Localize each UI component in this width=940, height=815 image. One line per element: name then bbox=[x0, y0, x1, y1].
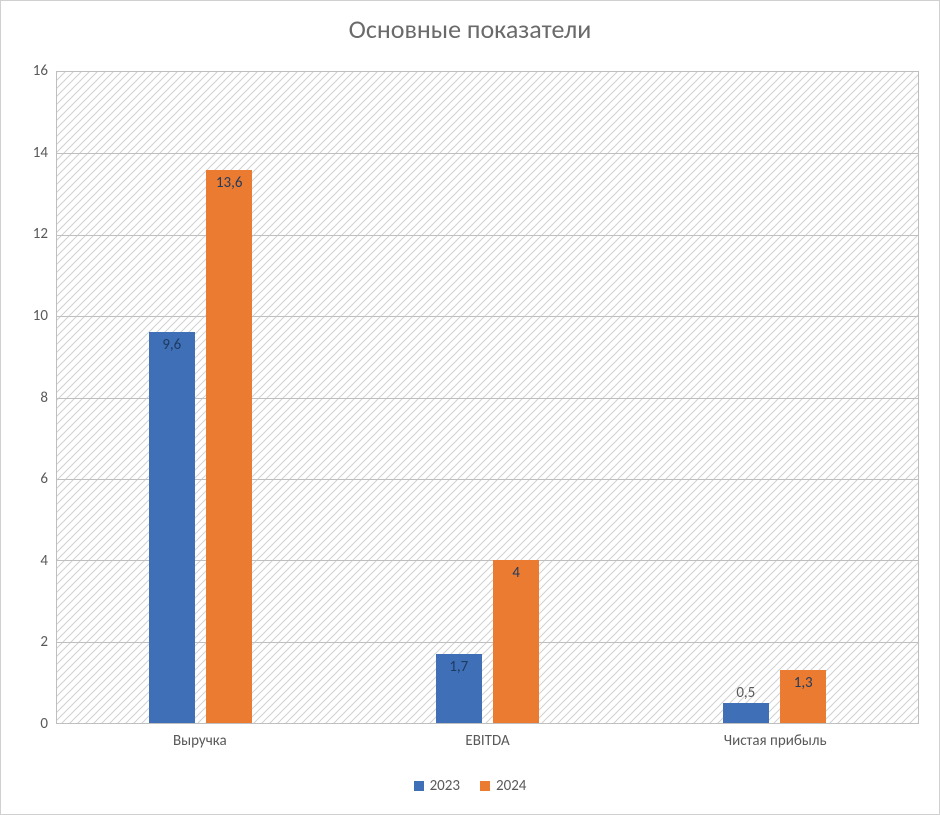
bar-value-label: 0,5 bbox=[736, 684, 755, 702]
bar-value-label: 4 bbox=[512, 564, 520, 582]
bar bbox=[149, 332, 195, 723]
y-axis-tick-label: 2 bbox=[40, 633, 56, 651]
legend: 2023 2024 bbox=[1, 777, 939, 796]
legend-swatch bbox=[480, 781, 490, 791]
gridline bbox=[57, 235, 918, 236]
bar bbox=[723, 703, 769, 723]
legend-item: 2024 bbox=[480, 777, 526, 795]
gridline bbox=[57, 153, 918, 154]
legend-swatch bbox=[414, 781, 424, 791]
bar bbox=[493, 560, 539, 723]
chart-title: Основные показатели bbox=[1, 13, 939, 45]
legend-item: 2023 bbox=[414, 777, 460, 795]
chart-container: Основные показатели 9,6 13,6 1,7 4 0,5 1,3 0 2… bbox=[0, 0, 940, 815]
bar-value-label: 1,3 bbox=[794, 674, 813, 692]
legend-label: 2024 bbox=[496, 777, 526, 795]
y-axis-tick-label: 8 bbox=[40, 389, 56, 407]
x-axis-tick-label: EBITDA bbox=[465, 724, 509, 750]
y-axis-tick-label: 14 bbox=[33, 144, 56, 162]
y-axis-tick-label: 16 bbox=[33, 62, 56, 80]
y-axis-tick-label: 4 bbox=[40, 552, 56, 570]
bar-value-label: 1,7 bbox=[449, 658, 468, 676]
x-axis-tick-label: Выручка bbox=[173, 724, 227, 750]
legend-label: 2023 bbox=[430, 777, 460, 795]
y-axis-tick-label: 10 bbox=[33, 307, 56, 325]
gridline bbox=[57, 316, 918, 317]
plot-area-wrap: 9,613,61,740,51,3 0246810121416ВыручкаEB… bbox=[56, 71, 919, 724]
bar bbox=[206, 170, 252, 723]
bar-value-label: 13,6 bbox=[216, 174, 243, 192]
plot-area: 9,6 13,6 1,7 4 0,5 1,3 bbox=[56, 71, 919, 724]
y-axis-tick-label: 0 bbox=[40, 715, 56, 733]
y-axis-tick-label: 12 bbox=[33, 225, 56, 243]
y-axis-tick-label: 6 bbox=[40, 470, 56, 488]
bar-value-label: 9,6 bbox=[162, 336, 181, 354]
x-axis-tick-label: Чистая прибыль bbox=[724, 724, 827, 750]
